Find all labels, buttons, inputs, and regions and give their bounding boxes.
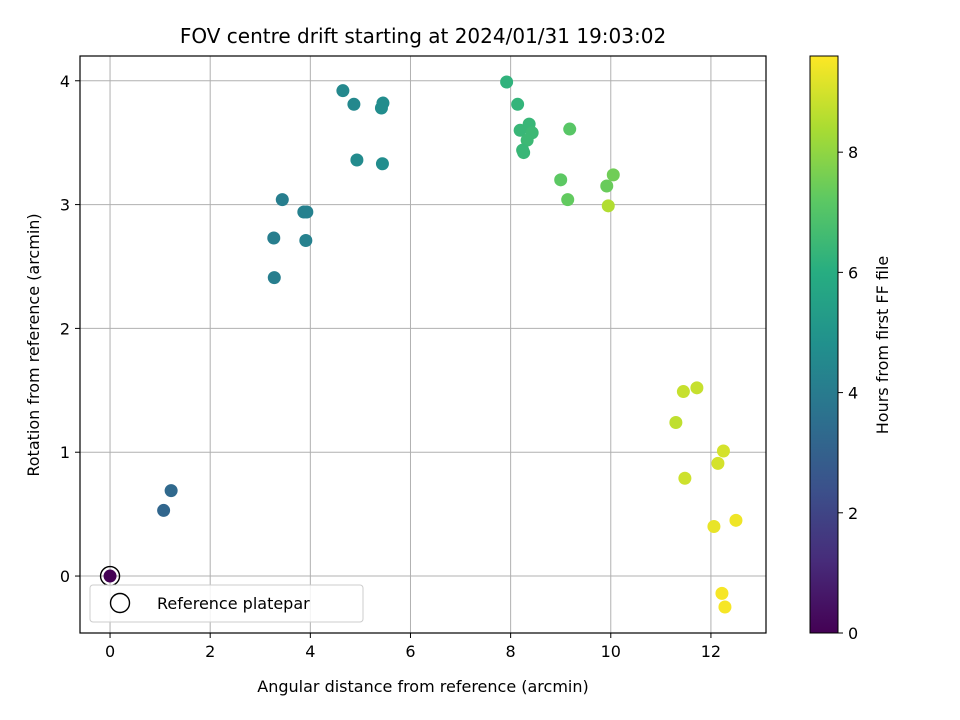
- data-point: [669, 416, 683, 430]
- colorbar-tick-label: 0: [848, 624, 858, 643]
- data-point: [606, 168, 620, 182]
- y-tick-label: 4: [60, 72, 70, 91]
- data-point: [600, 179, 614, 193]
- data-point: [563, 122, 577, 136]
- data-point: [561, 193, 575, 207]
- x-tick-label: 6: [405, 642, 415, 661]
- data-point: [375, 157, 389, 171]
- data-point: [711, 456, 725, 470]
- data-point: [347, 97, 361, 111]
- data-point: [267, 231, 281, 245]
- axes-frame: [79, 55, 767, 634]
- x-tick-label: 12: [701, 642, 721, 661]
- data-point: [520, 133, 534, 147]
- data-point: [517, 146, 531, 160]
- data-point: [718, 600, 732, 614]
- data-point: [729, 513, 743, 527]
- colorbar-ticks: 0 2 4 6 8: [838, 143, 858, 643]
- data-point: [299, 233, 313, 247]
- colorbar: 0 2 4 6 8 Hours from first FF file: [809, 55, 892, 643]
- colorbar-tick-label: 4: [848, 384, 858, 403]
- legend: Reference platepar: [89, 584, 364, 623]
- x-axis-label: Angular distance from reference (arcmin): [257, 677, 588, 696]
- data-point: [554, 173, 568, 187]
- grid-lines: [80, 56, 766, 633]
- y-axis-label: Rotation from reference (arcmin): [24, 213, 43, 476]
- scatter-points: [99, 75, 743, 614]
- data-point: [157, 503, 171, 517]
- data-point: [690, 381, 704, 395]
- data-point: [676, 385, 690, 399]
- data-point: [715, 586, 729, 600]
- x-tick-label: 0: [105, 642, 115, 661]
- x-axis-ticks: 0 2 4 6 8 10 12: [105, 633, 721, 661]
- y-axis-ticks: 0 1 2 3 4: [60, 72, 80, 586]
- data-point: [336, 84, 350, 98]
- y-tick-label: 2: [60, 319, 70, 338]
- data-point: [716, 444, 730, 458]
- legend-marker-reference-platepar: [109, 592, 131, 614]
- data-point: [300, 205, 314, 219]
- data-point: [164, 484, 178, 498]
- y-tick-label: 1: [60, 443, 70, 462]
- colorbar-tick-label: 2: [848, 504, 858, 523]
- colorbar-label: Hours from first FF file: [873, 256, 892, 435]
- colorbar-tick-label: 8: [848, 143, 858, 162]
- data-point: [350, 153, 364, 167]
- data-point: [267, 271, 281, 285]
- data-point: [500, 75, 514, 89]
- chart-title: FOV centre drift starting at 2024/01/31 …: [180, 24, 666, 48]
- data-point: [275, 193, 289, 207]
- legend-box: [89, 584, 364, 623]
- colorbar-tick-label: 6: [848, 263, 858, 282]
- data-point: [601, 199, 615, 213]
- data-point: [511, 97, 525, 111]
- y-tick-label: 0: [60, 567, 70, 586]
- x-tick-label: 10: [601, 642, 621, 661]
- x-tick-label: 8: [506, 642, 516, 661]
- x-tick-label: 4: [305, 642, 315, 661]
- data-point: [103, 569, 117, 583]
- colorbar-gradient: [809, 55, 839, 634]
- y-tick-label: 3: [60, 196, 70, 215]
- data-point: [707, 520, 721, 534]
- x-tick-label: 2: [205, 642, 215, 661]
- data-point: [678, 471, 692, 485]
- data-point: [376, 96, 390, 110]
- legend-label-reference-platepar: Reference platepar: [157, 594, 310, 613]
